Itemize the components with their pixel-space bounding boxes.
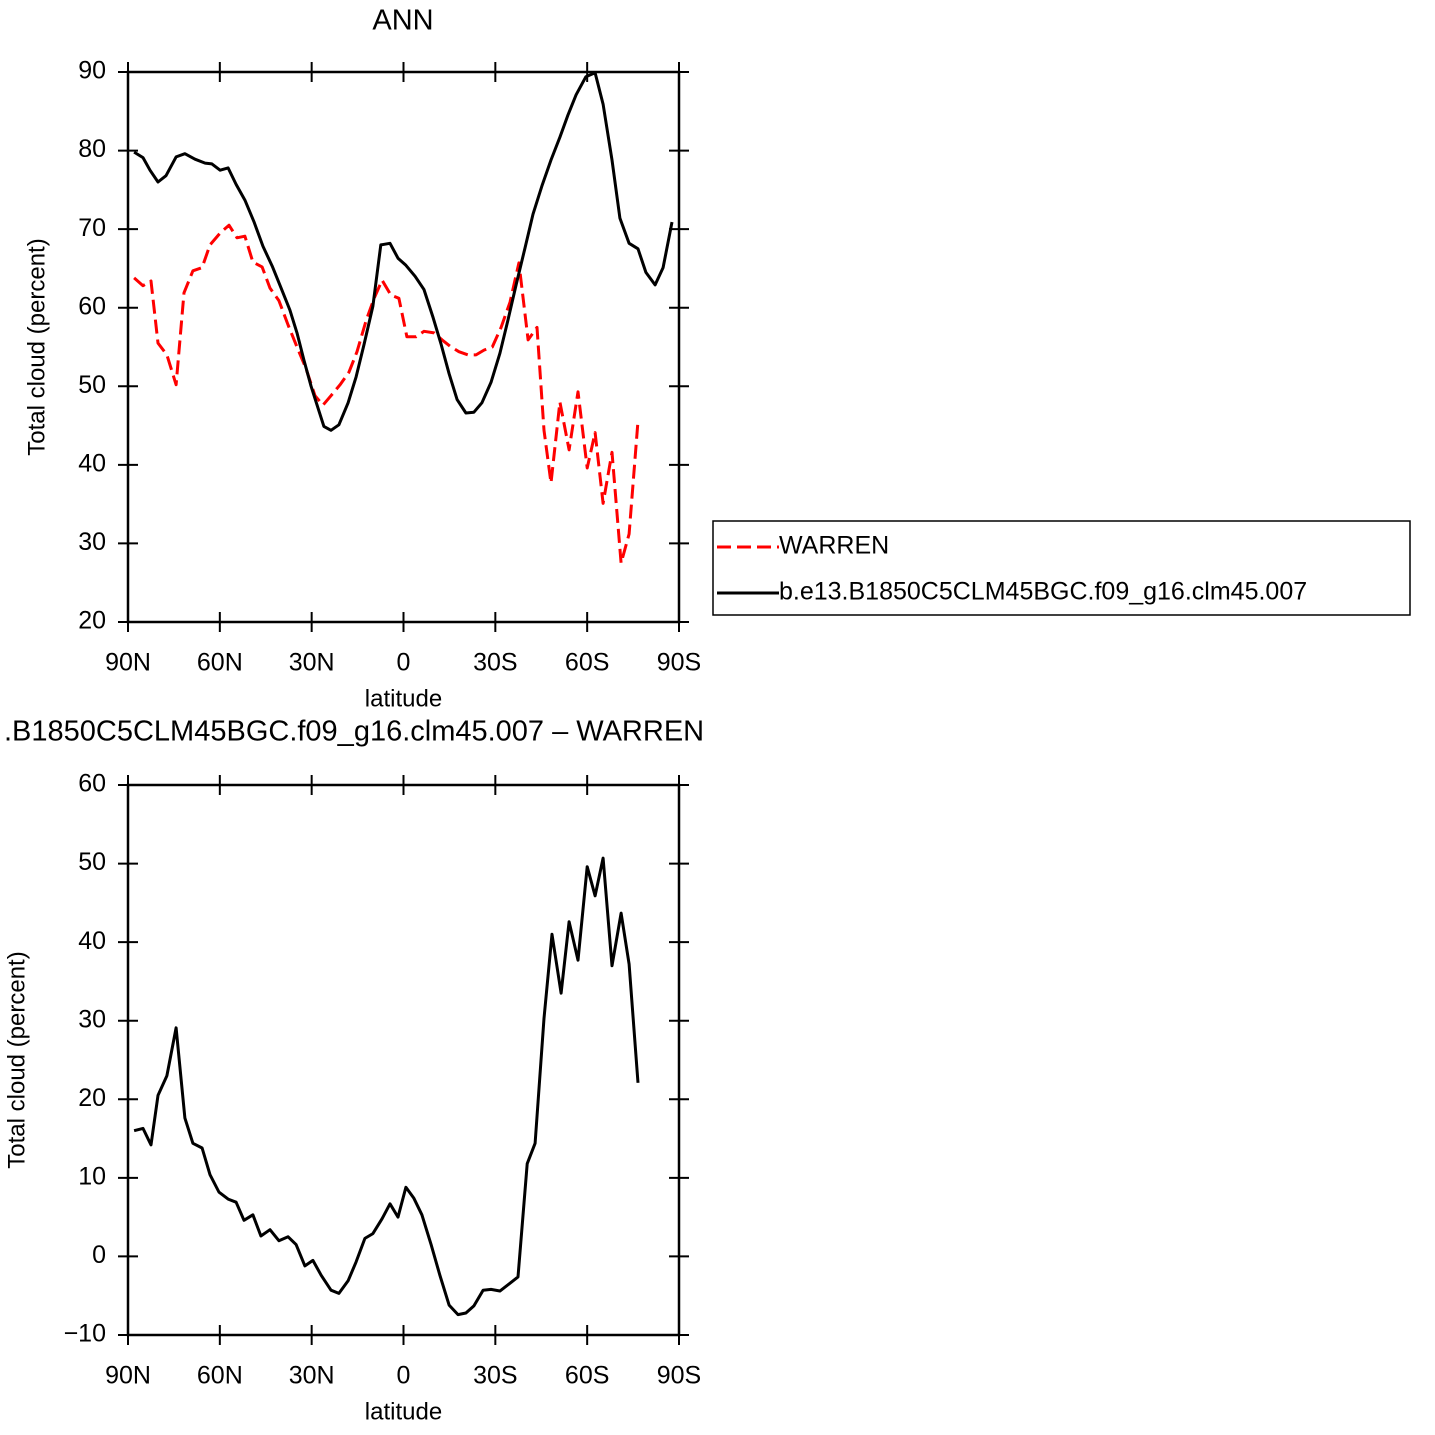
y-tick-label: 30 xyxy=(78,528,106,556)
y-tick-label: 90 xyxy=(78,57,106,85)
y-axis-label: Total cloud (percent) xyxy=(23,238,50,455)
data-line xyxy=(133,856,640,1317)
x-tick-label: 0 xyxy=(397,1362,411,1390)
x-tick-label: 60S xyxy=(565,1362,609,1390)
x-tick-label: 90S xyxy=(657,1362,701,1390)
y-tick-label: 60 xyxy=(78,292,106,320)
y-tick-label: 20 xyxy=(78,1084,106,1112)
y-tick-label: 0 xyxy=(92,1241,106,1269)
legend-label: WARREN xyxy=(779,532,889,560)
y-axis-label: Total cloud (percent) xyxy=(3,951,30,1168)
legend-box xyxy=(712,520,1411,616)
y-tick-label: 20 xyxy=(78,607,106,635)
x-tick-label: 30S xyxy=(473,1362,517,1390)
plot-frame xyxy=(126,70,681,624)
y-tick-label: 60 xyxy=(78,770,106,798)
x-tick-label: 0 xyxy=(397,649,411,677)
data-line xyxy=(133,71,674,432)
y-tick-label: 10 xyxy=(78,1162,106,1190)
x-tick-label: 60N xyxy=(197,649,243,677)
x-axis-label: latitude xyxy=(365,1398,442,1425)
x-tick-label: 90N xyxy=(105,1362,151,1390)
x-tick-label: 30S xyxy=(473,649,517,677)
x-tick-label: 60N xyxy=(197,1362,243,1390)
x-tick-label: 90N xyxy=(105,649,151,677)
x-tick-label: 60S xyxy=(565,649,609,677)
y-tick-label: 70 xyxy=(78,214,106,242)
y-tick-label: 40 xyxy=(78,927,106,955)
legend-label: b.e13.B1850C5CLM45BGC.f09_g16.clm45.007 xyxy=(779,578,1307,606)
chart-title: ANN xyxy=(372,5,433,37)
data-line xyxy=(133,223,640,565)
chart-title: .B1850C5CLM45BGC.f09_g16.clm45.007 – WAR… xyxy=(4,716,704,748)
x-axis-label: latitude xyxy=(365,685,442,712)
x-tick-label: 90S xyxy=(657,649,701,677)
x-tick-label: 30N xyxy=(289,1362,335,1390)
y-tick-label: 30 xyxy=(78,1005,106,1033)
y-tick-label: 50 xyxy=(78,371,106,399)
plot-frame xyxy=(126,783,681,1337)
y-tick-label: 80 xyxy=(78,135,106,163)
x-tick-label: 30N xyxy=(289,649,335,677)
y-tick-label: 50 xyxy=(78,848,106,876)
y-tick-label: 40 xyxy=(78,449,106,477)
y-tick-label: −10 xyxy=(64,1320,106,1348)
